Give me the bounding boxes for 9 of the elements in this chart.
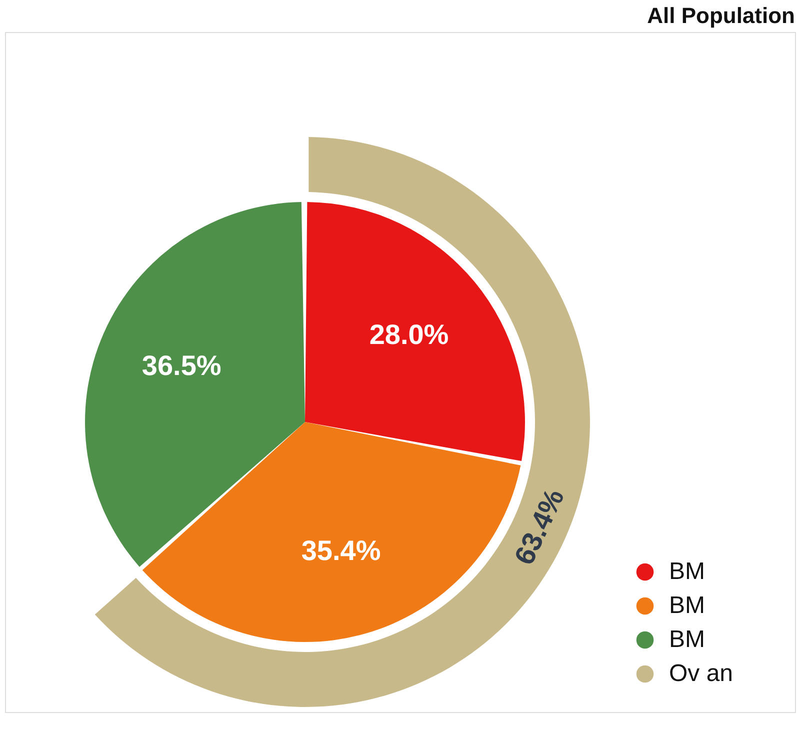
legend-label: Ov an	[669, 660, 734, 687]
legend-label: BM	[669, 558, 705, 585]
data-label: 35.4%	[301, 535, 381, 566]
chart-title: All Population	[647, 3, 795, 28]
legend-label: BM	[669, 626, 705, 653]
data-label: 36.5%	[142, 350, 222, 382]
data-label: 63.4%	[508, 484, 570, 570]
data-label: 28.0%	[369, 318, 449, 350]
legend-label: BM	[669, 592, 705, 619]
